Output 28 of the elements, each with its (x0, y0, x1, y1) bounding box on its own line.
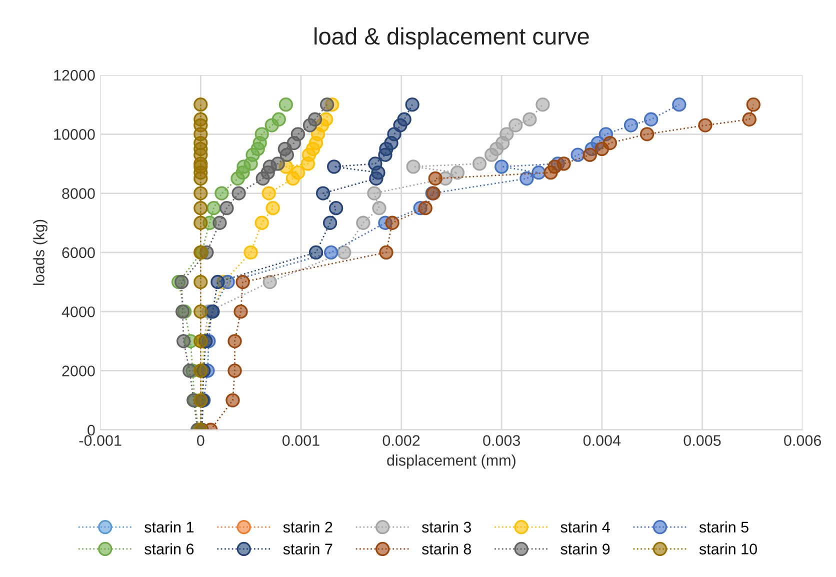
y-tick-label: 6000 (62, 247, 95, 258)
chart-title: load & displacement curve (314, 27, 589, 50)
legend-label: starin 6 (144, 543, 194, 554)
legend-label: starin 2 (283, 521, 332, 533)
legend-label: starin 9 (560, 543, 610, 554)
x-tick-label: 0 (196, 435, 204, 446)
x-tick-label: 0.005 (684, 435, 721, 446)
x-tick-label: 0.001 (282, 435, 320, 446)
y-tick-label: 8000 (62, 188, 95, 199)
x-tick-label: 0.002 (382, 435, 420, 446)
legend-label: starin 4 (560, 521, 610, 533)
legend-label: starin 3 (422, 521, 471, 533)
legend-label: starin 7 (283, 543, 332, 554)
legend-label: starin 5 (699, 521, 748, 533)
y-tick-label: 12000 (54, 70, 95, 81)
legend-label: starin 8 (422, 543, 471, 554)
y-axis-title: loads (kg) (33, 220, 48, 285)
x-tick-label: 0.004 (583, 435, 621, 446)
y-tick-label: 2000 (62, 366, 95, 376)
x-tick-label: 0.003 (483, 435, 520, 446)
y-tick-label: 4000 (62, 306, 95, 318)
y-tick-label: 0 (88, 424, 95, 436)
y-tick-label: 10000 (54, 129, 95, 140)
legend-label: starin 10 (699, 543, 757, 554)
x-tick-label: 0.006 (784, 435, 822, 446)
x-tick-label: -0.001 (79, 435, 122, 446)
legend-label: starin 1 (144, 521, 194, 533)
x-axis-title: displacement (mm) (387, 454, 516, 469)
